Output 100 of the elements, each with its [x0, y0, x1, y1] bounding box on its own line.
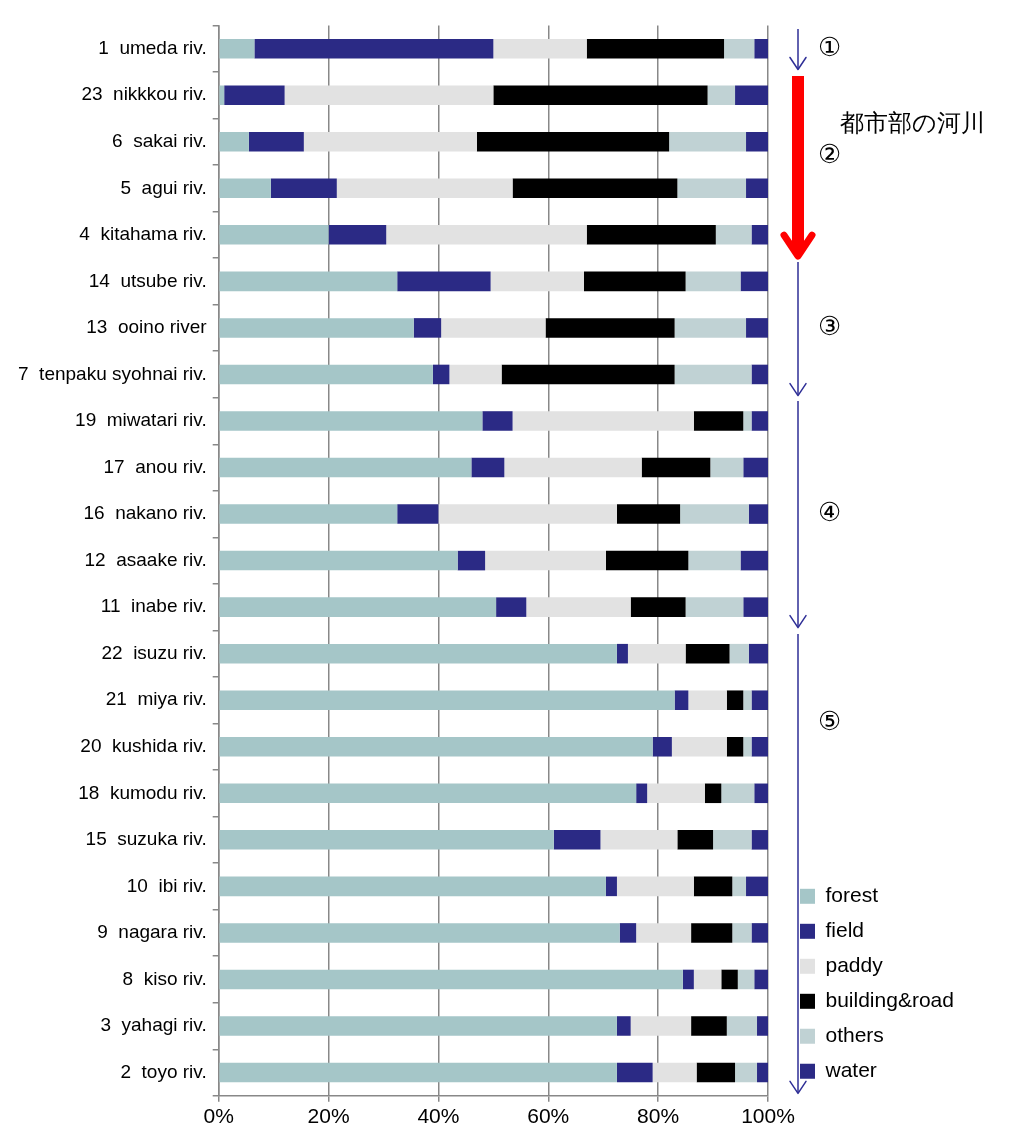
bar [219, 1016, 617, 1036]
bar [746, 178, 768, 199]
bar [740, 271, 768, 292]
legend-label: building&road [825, 988, 954, 1012]
y-tick-label: 6 sakai riv. [112, 129, 207, 151]
bar [630, 597, 686, 617]
bar [751, 225, 768, 245]
legend-label: forest [825, 883, 879, 907]
bar [397, 504, 439, 524]
bar [726, 736, 744, 757]
y-tick-label: 10 ibi riv. [126, 874, 207, 896]
y-tick-label: 11 inabe riv. [100, 595, 207, 617]
y-tick-label: 2 toyo riv. [120, 1060, 207, 1082]
bar [743, 736, 752, 757]
bar [743, 457, 768, 478]
bar [677, 830, 714, 850]
bar [721, 783, 755, 804]
bar [224, 85, 285, 105]
text: 都市部の河川 [840, 108, 985, 140]
text: ⑤ [818, 706, 842, 737]
bar [743, 690, 752, 710]
bar [641, 457, 711, 478]
bar [680, 504, 749, 524]
bar [751, 736, 768, 757]
bar [627, 643, 686, 664]
bar [441, 318, 546, 338]
bar [757, 1062, 768, 1083]
y-tick-label: 5 agui riv. [120, 176, 207, 198]
bar [413, 318, 442, 338]
bar [710, 457, 744, 478]
bar [219, 1062, 617, 1083]
bar [219, 783, 637, 804]
bar [284, 85, 494, 105]
bar [270, 178, 337, 199]
bar [328, 225, 387, 245]
bar [674, 690, 689, 710]
y-tick-label: 22 isuzu riv. [101, 641, 207, 663]
bar [724, 38, 755, 59]
bar [754, 38, 768, 59]
bar [386, 225, 587, 245]
bar [677, 178, 747, 199]
text: ① [818, 31, 842, 62]
bar [219, 504, 398, 524]
bar [751, 690, 768, 710]
y-tick-label: 16 nakano riv. [83, 502, 207, 524]
bar [616, 876, 694, 897]
bar [583, 271, 686, 292]
bar [471, 457, 505, 478]
bar [685, 643, 730, 664]
y-tick-label: 23 nikkkou riv. [81, 83, 207, 105]
y-tick-label: 19 miwatari riv. [75, 409, 207, 431]
bar [219, 131, 249, 152]
bar [219, 457, 472, 478]
bar [512, 411, 694, 431]
bar [545, 318, 675, 338]
bar [219, 969, 683, 990]
bar [740, 550, 768, 571]
bar [219, 85, 225, 105]
y-tick-label: 17 anou riv. [103, 455, 207, 477]
bar [691, 923, 733, 943]
bar [696, 1062, 736, 1083]
x-tick-label: 80% [637, 1104, 680, 1128]
bar [504, 457, 642, 478]
bar [449, 364, 502, 385]
bar [674, 318, 747, 338]
bar [746, 876, 768, 897]
bar [726, 1016, 758, 1036]
bar [482, 411, 513, 431]
bar [438, 504, 617, 524]
bar [737, 969, 755, 990]
x-tick-label: 0% [203, 1104, 234, 1128]
bar [685, 597, 744, 617]
bar [693, 411, 744, 431]
bar [652, 1062, 697, 1083]
bar [219, 690, 675, 710]
bar [630, 1016, 692, 1036]
bar [397, 271, 491, 292]
legend-label: paddy [825, 953, 884, 977]
bar [748, 504, 768, 524]
y-tick-label: 20 kushida riv. [80, 734, 207, 756]
bar [721, 969, 738, 990]
y-tick-label: 14 utsube riv. [88, 269, 207, 291]
bar [616, 504, 681, 524]
bar [493, 85, 708, 105]
bar [616, 1016, 631, 1036]
bar [751, 364, 768, 385]
bar [219, 830, 554, 850]
bar [457, 550, 486, 571]
bar [219, 364, 433, 385]
bar [219, 550, 458, 571]
bar [219, 38, 255, 59]
bar [219, 876, 606, 897]
bar [652, 736, 672, 757]
y-tick-label: 8 kiso riv. [122, 967, 207, 989]
legend-label: field [825, 918, 865, 942]
bar [735, 85, 768, 105]
y-tick-label: 9 nagara riv. [97, 921, 207, 943]
bar [685, 271, 741, 292]
bar [757, 1016, 768, 1036]
bar [688, 550, 741, 571]
